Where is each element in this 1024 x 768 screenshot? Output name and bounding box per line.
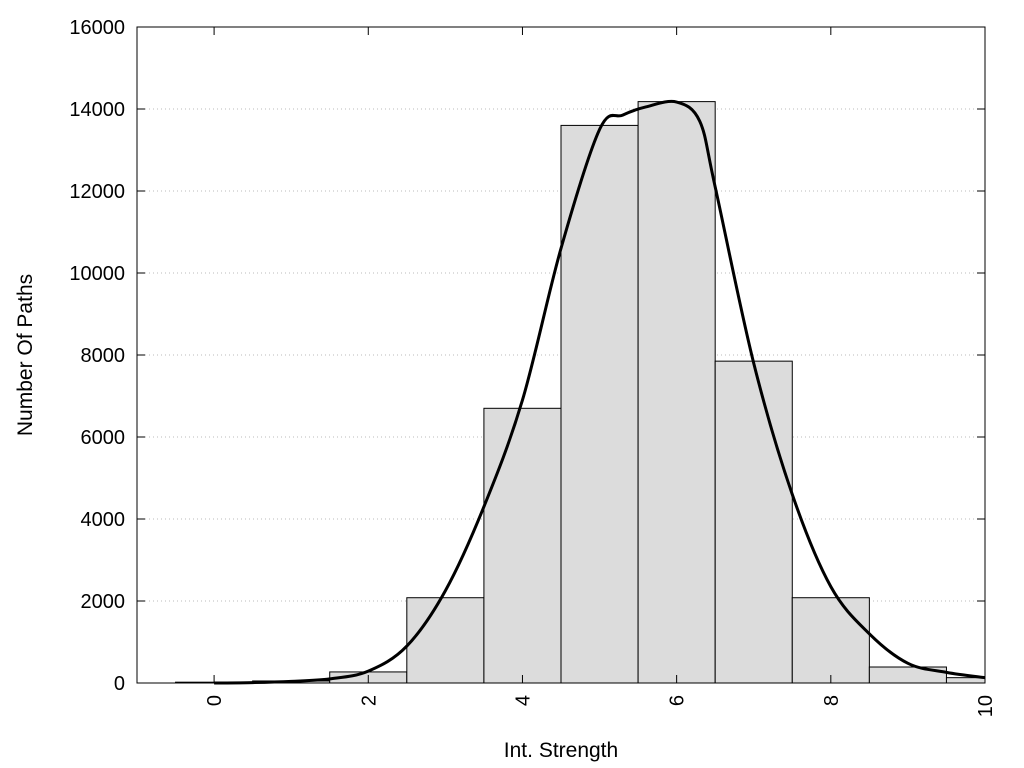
y-axis-ticks: 0 2000 4000 6000 8000 10000 12000 14000 16000 [69,17,985,695]
histogram-bar [714,360,793,684]
x-tick-label: 8 [821,695,843,706]
x-tick-label: 0 [204,695,226,706]
y-tick-label: 6000 [81,427,126,449]
x-axis-ticks: 0 2 4 6 8 10 [204,27,997,717]
histogram-bar [791,597,870,684]
curve-layer [214,99,986,685]
y-tick-label: 4000 [81,509,126,531]
y-tick-label: 12000 [69,181,125,203]
x-tick-label: 6 [667,695,689,706]
histogram-bar [637,101,716,684]
histogram-bar [406,597,485,684]
x-tick-label: 2 [358,695,380,706]
y-tick-label: 10000 [69,263,125,285]
density-curve [214,99,986,685]
y-tick-label: 2000 [81,591,126,613]
histogram-bar [945,677,986,684]
histogram-bar [560,124,639,684]
x-axis-label: Int. Strength [504,739,618,762]
y-tick-label: 0 [114,673,125,695]
y-tick-label: 16000 [69,17,125,39]
y-axis-label: Number Of Paths [14,274,37,436]
bars [175,101,986,684]
histogram-bar [483,407,562,684]
y-tick-label: 8000 [81,345,126,367]
x-tick-label: 10 [975,695,997,717]
x-tick-label: 4 [512,695,534,706]
y-tick-label: 14000 [69,99,125,121]
